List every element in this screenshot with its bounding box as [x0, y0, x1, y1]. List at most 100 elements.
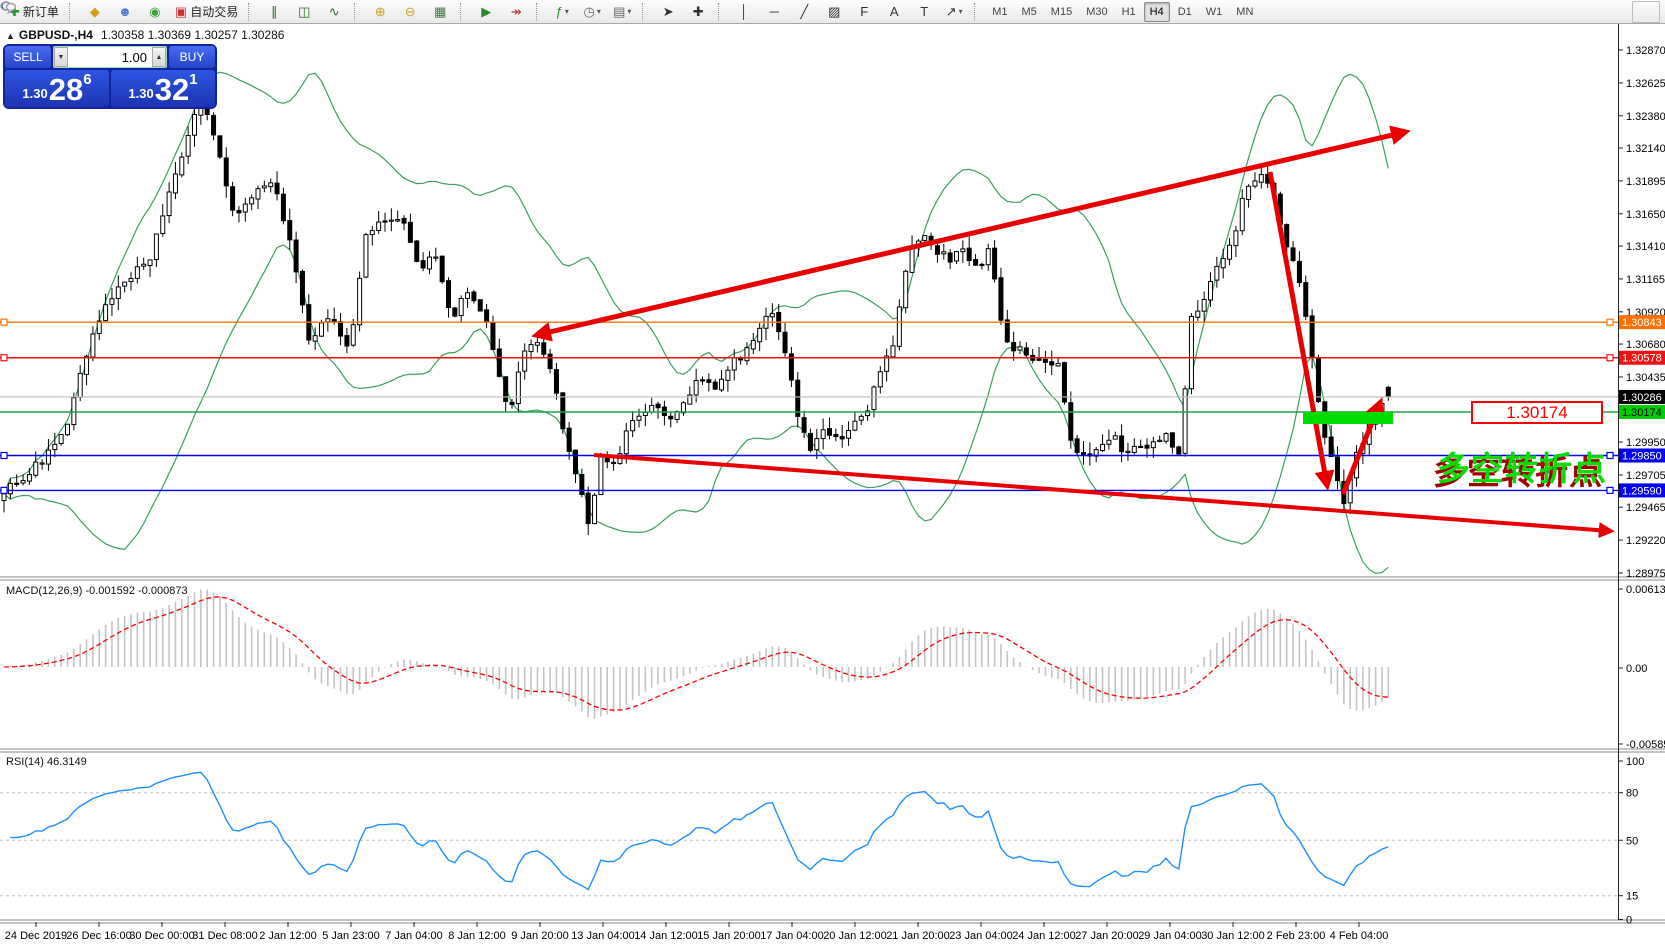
indicators-button[interactable]: ƒ ▾	[548, 1, 576, 23]
auto-scroll-button[interactable]: ▶	[472, 1, 500, 23]
timeframe-h1-button[interactable]: H1	[1121, 5, 1136, 18]
timeframe-w1-button[interactable]: W1	[1205, 5, 1223, 18]
book-icon-button[interactable]: ◆	[81, 1, 109, 23]
volume-increase-button[interactable]: ▲	[152, 47, 166, 67]
svg-text:1.31895: 1.31895	[1626, 176, 1665, 188]
templates-button[interactable]: ▤ ▾	[608, 1, 636, 23]
fibonacci-icon: F	[860, 4, 869, 19]
sell-price-display[interactable]: 1.30 28 6	[5, 70, 109, 107]
buy-price-big: 32	[154, 72, 190, 107]
trend-arrow[interactable]	[593, 453, 1615, 539]
trendline-button[interactable]: ╱	[790, 1, 818, 23]
price-axis[interactable]: 1.32870 1.32625 1.32380 1.32140 1.31895 1.316…	[1618, 24, 1665, 927]
line-anchor-handle[interactable]	[1606, 486, 1614, 495]
tile-windows-button[interactable]: ▦	[426, 1, 454, 23]
timeframe-m30-button[interactable]: M30	[1086, 5, 1108, 18]
profile-icon-button[interactable]: ☻	[111, 1, 139, 23]
candlestick-chart-button[interactable]: ◫	[290, 1, 318, 23]
dropdown-arrow-icon[interactable]: ▾	[627, 7, 632, 16]
search-button[interactable]	[1, 1, 1630, 23]
price-badge	[1619, 483, 1665, 498]
bollinger-lower-band	[3, 244, 1389, 574]
buy-price-pip: 1	[189, 71, 198, 88]
line-anchor-handle[interactable]	[0, 318, 8, 326]
svg-text:1.29220: 1.29220	[1626, 535, 1665, 547]
dropdown-arrow-icon[interactable]: ▾	[596, 7, 601, 16]
line-anchor-handle[interactable]	[0, 486, 8, 495]
svg-text:4 Feb 04:00: 4 Feb 04:00	[1330, 930, 1389, 942]
dropdown-arrow-icon[interactable]: ▾	[958, 7, 963, 16]
price-badge	[1619, 404, 1665, 419]
line-anchor-handle[interactable]	[1606, 318, 1614, 326]
svg-text:9 Jan 20:00: 9 Jan 20:00	[511, 930, 569, 942]
line-anchor-handle[interactable]	[0, 451, 8, 460]
chat-button[interactable]	[0, 0, 1660, 23]
timeframe-m5-button[interactable]: M5	[1021, 5, 1037, 18]
periods-button[interactable]: ◷ ▾	[578, 1, 606, 23]
fibonacci-button[interactable]: F	[850, 1, 878, 23]
cursor-button[interactable]: ➤	[654, 1, 682, 23]
crosshair-icon: ✚	[692, 4, 704, 19]
svg-text:30 Jan 12:00: 30 Jan 12:00	[1201, 930, 1265, 942]
buy-price-prefix: 1.30	[128, 86, 154, 101]
volume-decrease-button[interactable]: ▼	[54, 47, 68, 67]
arrows-button[interactable]: ↗ ▾	[940, 1, 968, 23]
collapse-panel-icon[interactable]: ▲	[6, 31, 15, 41]
sell-button[interactable]: SELL	[5, 46, 51, 68]
timeframe-m1-button[interactable]: M1	[992, 5, 1008, 18]
profile-icon-icon: ☻	[118, 4, 132, 19]
svg-text:2 Jan 12:00: 2 Jan 12:00	[259, 930, 317, 942]
zoom-out-button[interactable]: ⊖	[396, 1, 424, 23]
macd-pane[interactable]	[3, 589, 1390, 719]
price-callout-box: 1.30174	[1471, 401, 1603, 424]
toolbar-separator	[718, 2, 725, 21]
main-price-pane[interactable]	[0, 71, 1618, 574]
vline-button[interactable]: │	[730, 1, 758, 23]
autotrade-button[interactable]: ▣ 自动交易	[171, 1, 242, 23]
svg-text:7 Jan 04:00: 7 Jan 04:00	[385, 930, 443, 942]
label-button[interactable]: T	[910, 1, 938, 23]
bar-chart-button[interactable]: ∥	[260, 1, 288, 23]
hline-icon: ─	[769, 4, 779, 19]
new-order-button[interactable]: ✚ 新订单	[5, 1, 63, 23]
timeframe-h4-button[interactable]: H4	[1143, 1, 1170, 22]
broadcast-icon-button[interactable]: ◉	[141, 1, 169, 23]
hline-button[interactable]: ─	[760, 1, 788, 23]
price-badge	[1619, 350, 1665, 365]
buy-button[interactable]: BUY	[169, 46, 215, 68]
sell-price-prefix: 1.30	[22, 86, 48, 101]
toolbar-separator	[354, 2, 361, 21]
rsi-pane[interactable]	[0, 771, 1618, 897]
channel-button[interactable]: ▨	[820, 1, 848, 23]
dropdown-arrow-icon[interactable]: ▾	[564, 7, 569, 16]
line-chart-button[interactable]: ∿	[320, 1, 348, 23]
svg-text:80: 80	[1626, 788, 1638, 800]
toolbar: ✚ 新订单 ◆ ☻ ◉ ▣ 自动交易 ∥ ◫ ∿ ⊕ ⊖ ▦ ▶ ↠ ƒ ▾ ◷ ▾ ▤ ▾ ➤ ✚ │ ─ ╱ ▨ F A T ↗ ▾ M1 M…	[0, 0, 1665, 24]
zoom-in-button[interactable]: ⊕	[366, 1, 394, 23]
line-anchor-handle[interactable]	[1606, 354, 1614, 362]
text-button[interactable]: A	[880, 1, 908, 23]
svg-text:1.30174: 1.30174	[1622, 407, 1662, 419]
line-anchor-handle[interactable]	[0, 354, 8, 362]
trend-arrow[interactable]	[531, 125, 1411, 342]
chart-shift-button[interactable]: ↠	[502, 1, 530, 23]
timeframe-m15-button[interactable]: M15	[1050, 5, 1073, 18]
timeframe-d1-button[interactable]: D1	[1177, 5, 1192, 18]
vline-icon: │	[740, 4, 749, 19]
volume-input[interactable]: 1.00	[68, 47, 152, 67]
trend-arrow[interactable]	[1267, 171, 1335, 491]
ohlc-readout: 1.30358 1.30369 1.30257 1.30286	[100, 28, 285, 42]
support-highlight-zone[interactable]	[1303, 412, 1393, 424]
svg-text:1.32870: 1.32870	[1626, 45, 1665, 57]
price-badge	[1619, 448, 1665, 463]
trendline-icon: ╱	[800, 4, 809, 19]
buy-price-display[interactable]: 1.30 32 1	[111, 70, 215, 107]
crosshair-button[interactable]: ✚	[684, 1, 712, 23]
svg-text:0.006132: 0.006132	[1626, 584, 1665, 596]
timeframe-mn-button[interactable]: MN	[1236, 5, 1254, 18]
chart-title: ▲ GBPUSD-,H4 1.30358 1.30369 1.30257 1.302…	[6, 28, 284, 42]
svg-text:1.30286: 1.30286	[1622, 392, 1662, 404]
line-anchor-handle[interactable]	[1606, 451, 1614, 460]
